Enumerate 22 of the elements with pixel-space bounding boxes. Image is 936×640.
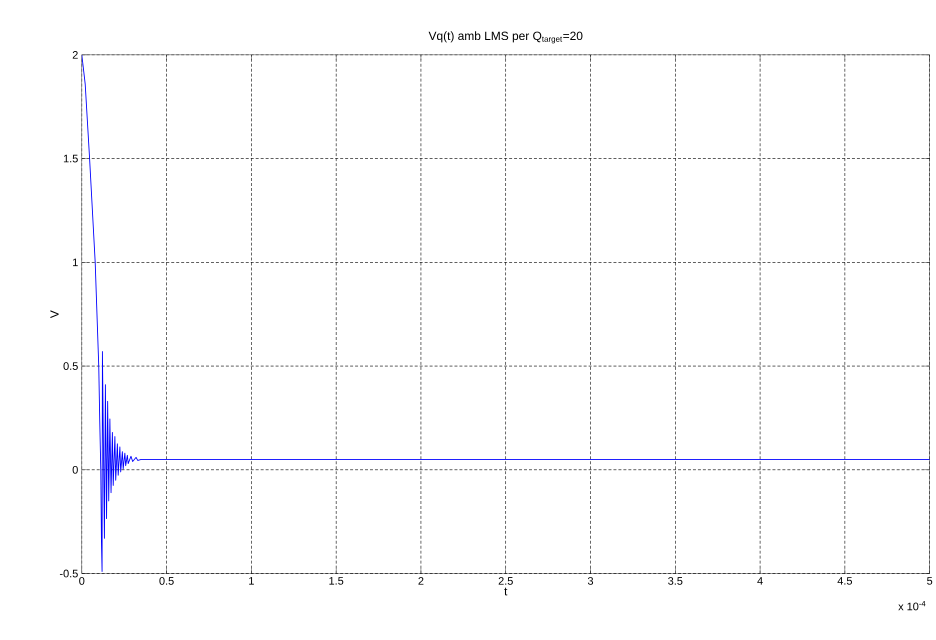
y-tick-label: 1: [73, 258, 78, 266]
x-tick-label: 1.5: [329, 576, 344, 584]
x-tick-label: 1: [249, 576, 254, 584]
y-tick-label: 1.5: [64, 154, 78, 162]
line-series: [82, 54, 930, 572]
text: x 10$^{-4}$: [898, 600, 926, 610]
y-tick-label: 0: [72, 466, 78, 474]
x-tick-label: 2: [418, 576, 424, 584]
y-tick-label: -0.5: [60, 570, 78, 578]
x-tick-label: 3.5: [668, 576, 682, 585]
x-tick-label: 4: [757, 576, 763, 584]
x-tick-label: 0: [79, 576, 84, 585]
y-axis-title: V: [50, 310, 59, 318]
y-tick-label: 2: [72, 50, 78, 58]
x-tick-label: 3: [588, 576, 594, 585]
y-tick-label: 0.5: [64, 362, 78, 370]
x-tick-label: 5: [927, 576, 932, 584]
x-tick-label: 4.5: [838, 576, 852, 584]
chart-title: Vq(t) amb LMS per Q$_{target}$=20: [428, 31, 582, 44]
x-tick-label: 0.5: [159, 576, 174, 585]
x-tick-label: 2.5: [498, 576, 513, 585]
x-axis-title: t: [504, 587, 508, 596]
